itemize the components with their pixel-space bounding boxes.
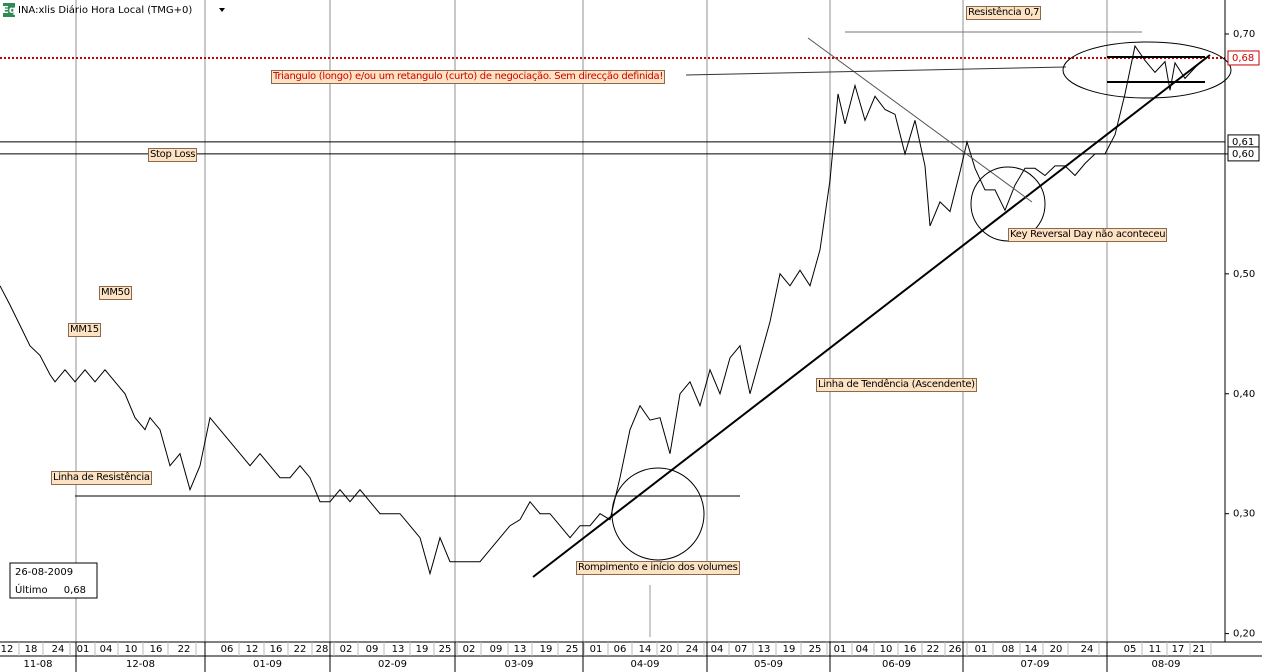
month-label: 11-08 bbox=[23, 659, 52, 670]
x-tick-label: 25 bbox=[566, 644, 579, 655]
drawings bbox=[75, 31, 1232, 637]
x-tick-label: 19 bbox=[540, 644, 553, 655]
annotation: Key Reversal Day não aconteceu bbox=[1008, 228, 1168, 242]
down-line bbox=[807, 37, 1033, 203]
month-label: 12-08 bbox=[126, 659, 155, 670]
x-tick-label: 06 bbox=[221, 644, 234, 655]
x-tick-label: 09 bbox=[490, 644, 503, 655]
y-tick-label: 0,70 bbox=[1233, 29, 1255, 40]
title-dropdown[interactable] bbox=[219, 8, 225, 12]
month-label: 07-09 bbox=[1020, 659, 1049, 670]
y-tick-label: 0,20 bbox=[1233, 629, 1255, 640]
level-label-box bbox=[1227, 146, 1260, 162]
level-label-box bbox=[1227, 50, 1260, 66]
x-tick-label: 17 bbox=[1172, 644, 1185, 655]
annotation: Stop Loss bbox=[148, 148, 198, 162]
x-tick-label: 19 bbox=[783, 644, 796, 655]
x-tick-label: 01 bbox=[77, 644, 90, 655]
annotation: Linha de Tendência (Ascendente) bbox=[816, 378, 977, 392]
x-tick-label: 06 bbox=[614, 644, 627, 655]
x-tick-label: 26 bbox=[949, 644, 962, 655]
month-label: 04-09 bbox=[630, 659, 659, 670]
annotation: Linha de Resistência bbox=[51, 471, 152, 485]
badge-bg bbox=[3, 3, 15, 17]
level-label: 0,68 bbox=[1232, 53, 1254, 64]
month-label: 01-09 bbox=[253, 659, 282, 670]
x-tick-label: 24 bbox=[1081, 644, 1094, 655]
x-tick-label: 05 bbox=[1124, 644, 1137, 655]
y-tick-label: 0,50 bbox=[1233, 269, 1255, 280]
x-tick-label: 14 bbox=[1025, 644, 1038, 655]
x-tick-label: 12 bbox=[1, 644, 14, 655]
info-value: 0,68 bbox=[64, 585, 86, 596]
x-tick-label: 10 bbox=[125, 644, 138, 655]
annotation: Rompimento e início dos volumes bbox=[576, 561, 740, 575]
x-tick-label: 28 bbox=[316, 644, 329, 655]
level-label: 0,60 bbox=[1232, 149, 1254, 160]
month-label: 08-09 bbox=[1151, 659, 1180, 670]
x-tick-label: 04 bbox=[711, 644, 724, 655]
info-date: 26-08-2009 bbox=[15, 567, 73, 578]
x-tick-label: 08 bbox=[1002, 644, 1015, 655]
x-tick-label: 24 bbox=[52, 644, 65, 655]
x-tick-label: 22 bbox=[178, 644, 191, 655]
y-tick-label: 0,40 bbox=[1233, 389, 1255, 400]
x-tick-label: 01 bbox=[975, 644, 988, 655]
x-tick-label: 14 bbox=[639, 644, 652, 655]
x-tick-label: 13 bbox=[758, 644, 771, 655]
x-tick-label: 07 bbox=[735, 644, 748, 655]
x-tick-label: 20 bbox=[1050, 644, 1063, 655]
x-tick-label: 12 bbox=[246, 644, 259, 655]
x-tick-label: 01 bbox=[834, 644, 847, 655]
x-tick-label: 04 bbox=[856, 644, 869, 655]
x-tick-label: 16 bbox=[904, 644, 917, 655]
x-tick-label: 21 bbox=[1193, 644, 1206, 655]
x-tick-label: 13 bbox=[392, 644, 405, 655]
x-tick-label: 18 bbox=[25, 644, 38, 655]
month-label: 06-09 bbox=[882, 659, 911, 670]
month-label: 03-09 bbox=[504, 659, 533, 670]
x-tick-label: 19 bbox=[416, 644, 429, 655]
x-tick-label: 24 bbox=[686, 644, 699, 655]
x-tick-label: 25 bbox=[439, 644, 452, 655]
price-line bbox=[0, 44, 1206, 576]
breakout-circle bbox=[611, 467, 705, 561]
chart-title: INA:xlis Diário Hora Local (TMG+0) bbox=[18, 4, 192, 16]
x-tick-label: 11 bbox=[1149, 644, 1162, 655]
badge: Eq bbox=[2, 5, 16, 16]
x-tick-label: 02 bbox=[340, 644, 353, 655]
x-tick-label: 16 bbox=[150, 644, 163, 655]
month-label: 05-09 bbox=[754, 659, 783, 670]
pointer-line bbox=[685, 66, 1067, 76]
x-tick-label: 20 bbox=[660, 644, 673, 655]
triangle-ellipse bbox=[1062, 41, 1232, 99]
info-box bbox=[9, 562, 98, 599]
x-tick-label: 09 bbox=[366, 644, 379, 655]
x-tick-label: 01 bbox=[590, 644, 603, 655]
x-tick-label: 04 bbox=[100, 644, 113, 655]
level-label: 0,61 bbox=[1232, 137, 1254, 148]
x-tick-label: 13 bbox=[514, 644, 527, 655]
annotation: MM15 bbox=[68, 323, 101, 337]
x-tick-label: 22 bbox=[294, 644, 307, 655]
annotation: MM50 bbox=[99, 286, 132, 300]
info-label: Último bbox=[15, 583, 48, 596]
y-tick-label: 0,30 bbox=[1233, 509, 1255, 520]
month-label: 02-09 bbox=[378, 659, 407, 670]
annotation: Resistência 0,7 bbox=[966, 6, 1042, 20]
trend-line bbox=[532, 54, 1211, 578]
annotation: Triangulo (longo) e/ou um retangulo (cur… bbox=[271, 70, 666, 84]
x-tick-label: 22 bbox=[927, 644, 940, 655]
x-tick-label: 10 bbox=[880, 644, 893, 655]
x-tick-label: 25 bbox=[809, 644, 822, 655]
x-tick-label: 16 bbox=[270, 644, 283, 655]
x-tick-label: 02 bbox=[463, 644, 476, 655]
